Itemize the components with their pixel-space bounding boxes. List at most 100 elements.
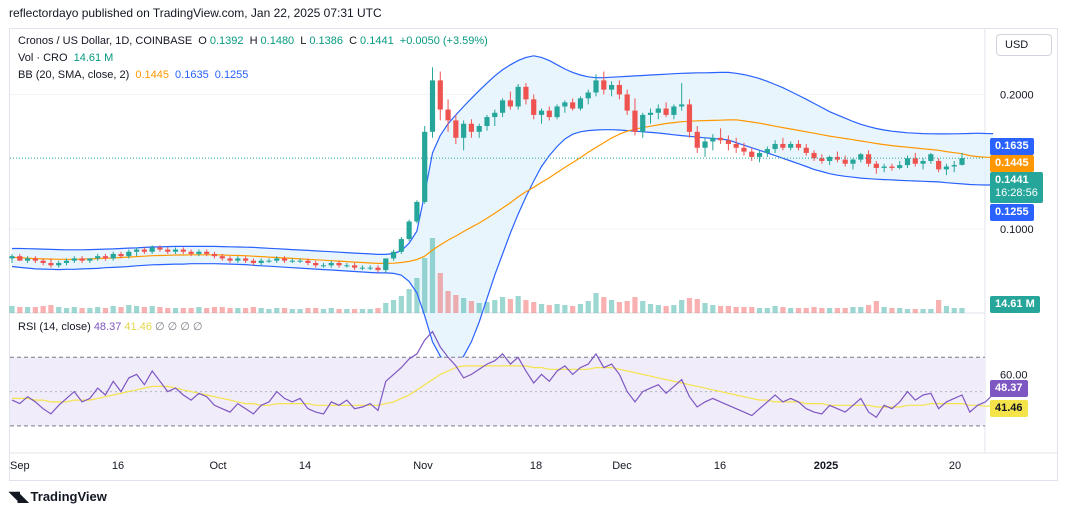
candle-body [632, 110, 638, 132]
candle-body [959, 158, 965, 165]
volume-bar [842, 308, 848, 313]
tradingview-brand[interactable]: ◥◣ TradingView [9, 488, 107, 505]
candle-body [733, 143, 739, 148]
volume-bar [204, 308, 210, 313]
volume-bar [733, 307, 739, 313]
time-tick-label: 14 [299, 460, 311, 472]
volume-bar [484, 302, 490, 313]
candle-body [235, 258, 241, 261]
change-value: +0.0050 (+3.59%) [399, 35, 488, 47]
candle-body [196, 251, 202, 254]
candle-body [834, 156, 841, 160]
volume-bar [507, 299, 513, 313]
volume-bar [904, 309, 911, 313]
candle-body [32, 258, 38, 261]
candle-body [219, 256, 225, 259]
candle-body [118, 253, 124, 257]
bb-label[interactable]: BB (20, SMA, close, 2) [18, 69, 130, 81]
symbol-name[interactable]: Cronos / US Dollar, 1D, COINBASE [18, 35, 193, 47]
volume-bar [429, 238, 436, 313]
candle-body [48, 262, 54, 266]
candle-body [289, 260, 295, 262]
rsi-ma-value: 41.46 [124, 321, 152, 333]
volume-bar [671, 305, 677, 313]
volume-bar [289, 309, 295, 313]
volume-bar [297, 309, 303, 313]
volume-bar [850, 307, 856, 313]
candle-body [640, 114, 646, 132]
volume-bar [616, 302, 622, 313]
volume-bar [686, 298, 693, 313]
candle-body [133, 249, 140, 252]
candle-body [889, 166, 895, 168]
volume-bar [359, 309, 366, 313]
open-key: O [198, 35, 207, 47]
high-key: H [249, 35, 258, 47]
low-key: L [300, 35, 307, 47]
volume-bar [56, 307, 62, 313]
volume-bar [632, 297, 638, 313]
volume-bar [250, 307, 256, 313]
candle-body [484, 117, 490, 127]
volume-bar [834, 308, 841, 313]
rsi-label[interactable]: RSI (14, close) [18, 321, 91, 333]
candle-body [398, 239, 404, 252]
candle-body [40, 260, 46, 263]
candle-body [17, 256, 23, 261]
time-tick-label: 16 [112, 460, 124, 472]
candle-body [499, 100, 506, 113]
volume-bar [414, 278, 420, 313]
candle-body [702, 141, 708, 148]
candle-body [741, 147, 747, 152]
volume-bar [718, 306, 724, 313]
volume-bar [881, 307, 887, 313]
candle-body [788, 143, 794, 148]
candle-body [663, 108, 669, 115]
volume-bar [437, 273, 443, 313]
volume-bar [819, 308, 825, 313]
candle-body [375, 267, 381, 271]
volume-label[interactable]: Vol · CRO [18, 52, 68, 64]
volume-bar [499, 297, 506, 313]
candle-body [671, 106, 677, 115]
candle-body [211, 253, 218, 257]
candle-body [422, 131, 428, 202]
candle-body [313, 262, 319, 266]
volume-bar [468, 301, 475, 313]
volume-bar [118, 307, 124, 313]
bb-mid-line [11, 119, 994, 264]
volume-bar [585, 301, 591, 313]
volume-bar [889, 308, 895, 313]
candle-body [63, 260, 70, 263]
candle-body [95, 256, 101, 259]
volume-bar [593, 293, 599, 313]
candle-body [250, 260, 256, 263]
candle-body [904, 158, 911, 166]
volume-bar [764, 308, 770, 313]
candle-body [897, 165, 903, 168]
candle-body [461, 123, 467, 138]
currency-button[interactable]: USD [996, 34, 1052, 56]
open-value: 0.1392 [209, 35, 244, 47]
bb-upper-tag: 0.1635 [990, 138, 1034, 155]
time-tick-label: Oct [209, 460, 226, 472]
bb-legend: BB (20, SMA, close, 2) 0.1445 0.1635 0.1… [18, 69, 251, 81]
bb-mid-tag: 0.1445 [990, 155, 1034, 172]
volume-bar [655, 305, 661, 313]
volume-bar [912, 309, 918, 313]
volume-bar [741, 307, 747, 313]
volume-bar [608, 300, 615, 313]
candle-body [881, 166, 887, 168]
candle-body [827, 156, 833, 161]
volume-bar [235, 308, 241, 313]
volume-bar [24, 307, 31, 313]
candle-body [359, 267, 366, 269]
candle-body [336, 262, 342, 266]
volume-bar [523, 300, 529, 313]
candle-body [172, 249, 179, 252]
candle-body [367, 267, 373, 269]
rsi-extra-values: ∅ ∅ ∅ ∅ [155, 321, 203, 333]
candle-body [281, 258, 288, 261]
volume-bar [788, 308, 794, 313]
